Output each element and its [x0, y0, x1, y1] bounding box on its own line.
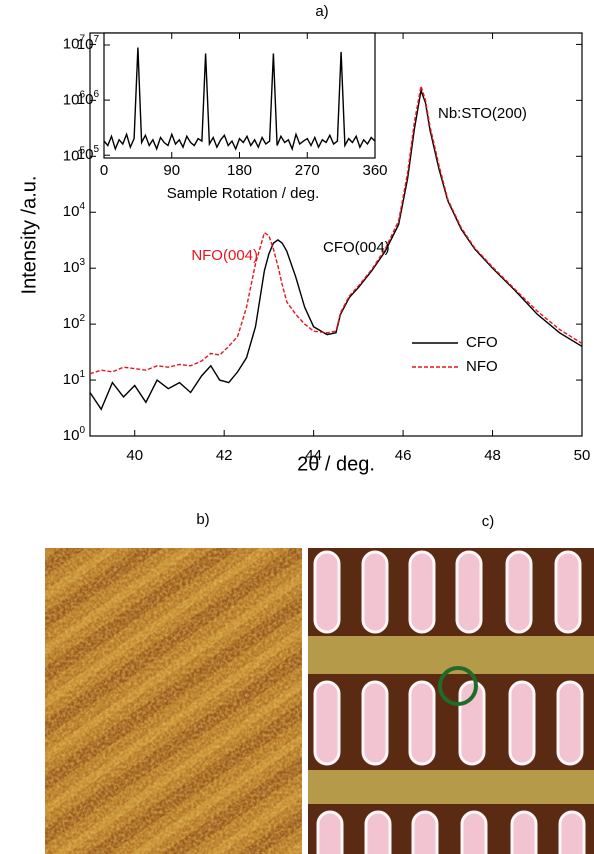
y-tick-label: 104: [63, 201, 86, 220]
y-tick-label: 107: [63, 33, 86, 52]
plot-area: [103, 32, 376, 159]
x-axis-label: 2θ / deg.: [297, 453, 375, 475]
x-tick-label: 50: [574, 447, 591, 464]
x-tick-label: 42: [216, 447, 233, 464]
x-tick-label: 44: [305, 447, 322, 464]
y-tick-label: 106: [77, 89, 100, 108]
x-tick-label: 48: [484, 447, 501, 464]
annotation: NFO(004): [191, 247, 258, 264]
y-tick-label: 105: [77, 144, 100, 163]
y-axis-label: Intensity /a.u.: [18, 176, 40, 295]
y-tick-label: 106: [63, 89, 86, 108]
x-tick-label: 360: [362, 162, 387, 179]
chart-title: a): [315, 3, 328, 20]
series-group: [104, 47, 375, 152]
afm-image-b: [45, 548, 302, 854]
series-group: [90, 85, 582, 411]
y-tick-label: 100: [63, 425, 86, 444]
panel-label: c): [482, 513, 495, 530]
annotation: CFO(004): [323, 239, 390, 256]
legend-label: NFO: [466, 358, 498, 375]
x-tick-label: 40: [126, 447, 143, 464]
y-tick-label: 107: [77, 34, 100, 53]
x-tick-label: 0: [100, 162, 108, 179]
y-tick-label: 105: [63, 145, 86, 164]
data-line: [104, 47, 375, 152]
panel-label: b): [196, 511, 209, 528]
x-tick-label: 90: [163, 162, 180, 179]
y-tick-label: 101: [63, 369, 86, 388]
data-line: [90, 87, 582, 411]
x-axis-label: Sample Rotation / deg.: [167, 185, 320, 202]
pfm-image-c: [308, 548, 594, 854]
x-tick-label: 46: [395, 447, 412, 464]
x-tick-label: 270: [295, 162, 320, 179]
annotation: Nb:STO(200): [438, 105, 527, 122]
x-tick-label: 180: [227, 162, 252, 179]
y-tick-label: 103: [63, 257, 86, 276]
y-tick-label: 102: [63, 313, 86, 332]
legend-label: CFO: [466, 334, 498, 351]
data-line: [90, 85, 582, 375]
